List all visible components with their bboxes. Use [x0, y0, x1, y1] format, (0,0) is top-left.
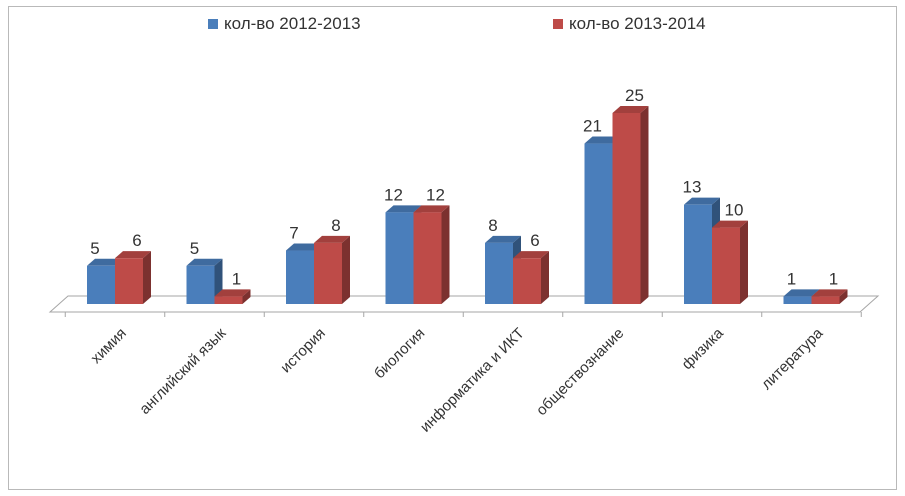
bar-2012-2013-5: [584, 143, 613, 304]
legend-label-2013-2014: кол-во 2013-2014: [569, 14, 706, 33]
data-label: 8: [331, 216, 340, 235]
bar-side-2013-2014-4: [541, 251, 549, 304]
bar-top-2012-2013-7: [783, 289, 820, 297]
bar-top-2012-2013-4: [485, 235, 521, 243]
bar-top-2013-2014-0: [115, 251, 151, 259]
bar-top-2013-2014-6: [712, 220, 748, 228]
data-label: 12: [384, 185, 403, 204]
bar-side-2013-2014-3: [441, 205, 450, 304]
data-label: 10: [725, 201, 744, 220]
bar-2013-2014-5: [612, 113, 641, 304]
chart-floor: [48, 295, 880, 313]
bar-2012-2013-7: [783, 296, 812, 304]
data-label: 7: [289, 224, 298, 243]
legend: кол-во 2012-2013 кол-во 2013-2014: [0, 14, 905, 40]
data-label: 1: [232, 269, 241, 288]
bar-2013-2014-1: [214, 296, 243, 304]
bar-side-2013-2014-2: [342, 235, 350, 304]
legend-item-2012-2013: кол-во 2012-2013: [208, 14, 361, 34]
bar-top-2013-2014-3: [413, 205, 450, 213]
bar-top-2012-2013-3: [385, 205, 422, 213]
data-label: 1: [829, 269, 838, 288]
x-tick-label: литература: [758, 324, 827, 393]
data-label: 25: [625, 86, 644, 105]
bar-2013-2014-0: [115, 258, 143, 304]
data-label: 21: [583, 117, 602, 136]
data-label: 6: [132, 231, 141, 250]
data-label: 12: [426, 185, 445, 204]
bar-side-2013-2014-7: [839, 289, 848, 304]
bar-top-2012-2013-2: [286, 243, 322, 251]
bar-side-2013-2014-6: [740, 220, 748, 304]
bar-top-2013-2014-7: [811, 289, 848, 297]
data-label: 5: [190, 239, 199, 258]
x-tick-label: история: [277, 325, 328, 376]
bar-top-2013-2014-5: [612, 106, 649, 113]
bar-top-2012-2013-1: [186, 258, 223, 266]
data-label: 5: [90, 239, 99, 258]
bar-side-2013-2014-1: [242, 289, 251, 304]
data-label: 6: [530, 231, 539, 250]
bar-2013-2014-4: [513, 258, 541, 304]
bar-side-2013-2014-5: [640, 106, 649, 304]
bar-top-2012-2013-5: [584, 136, 621, 144]
bar-2013-2014-6: [712, 227, 740, 304]
bar-2012-2013-2: [286, 250, 314, 304]
bar-top-2013-2014-1: [214, 289, 251, 297]
bar-top-2013-2014-2: [314, 235, 350, 243]
legend-label-2012-2013: кол-во 2012-2013: [224, 14, 361, 33]
bar-top-2013-2014-4: [513, 251, 549, 259]
bar-2013-2014-7: [811, 296, 840, 304]
bar-top-2012-2013-0: [87, 258, 123, 266]
x-tick-label: химия: [88, 325, 130, 367]
bar-2012-2013-3: [385, 212, 414, 304]
legend-item-2013-2014: кол-во 2013-2014: [553, 14, 706, 34]
x-tick-label: обществознание: [533, 325, 627, 419]
legend-swatch-blue: [208, 19, 218, 29]
bar-2012-2013-6: [684, 204, 712, 304]
data-label: 13: [683, 178, 702, 197]
data-label: 8: [488, 216, 497, 235]
bar-2013-2014-3: [413, 212, 442, 304]
bar-side-2013-2014-0: [143, 251, 151, 304]
bar-top-2012-2013-6: [684, 197, 720, 205]
x-tick-label: биология: [371, 325, 428, 382]
bar-2013-2014-2: [314, 242, 342, 304]
data-label: 1: [787, 269, 796, 288]
x-tick-label: английский язык: [136, 324, 229, 417]
bar-2012-2013-0: [87, 265, 115, 304]
x-tick-label: физика: [679, 324, 728, 373]
x-tick-label: информатика и ИКТ: [417, 325, 528, 436]
legend-swatch-red: [553, 19, 563, 29]
chart-frame: [8, 6, 897, 490]
bar-2012-2013-1: [186, 265, 215, 304]
bar-2012-2013-4: [485, 242, 513, 304]
